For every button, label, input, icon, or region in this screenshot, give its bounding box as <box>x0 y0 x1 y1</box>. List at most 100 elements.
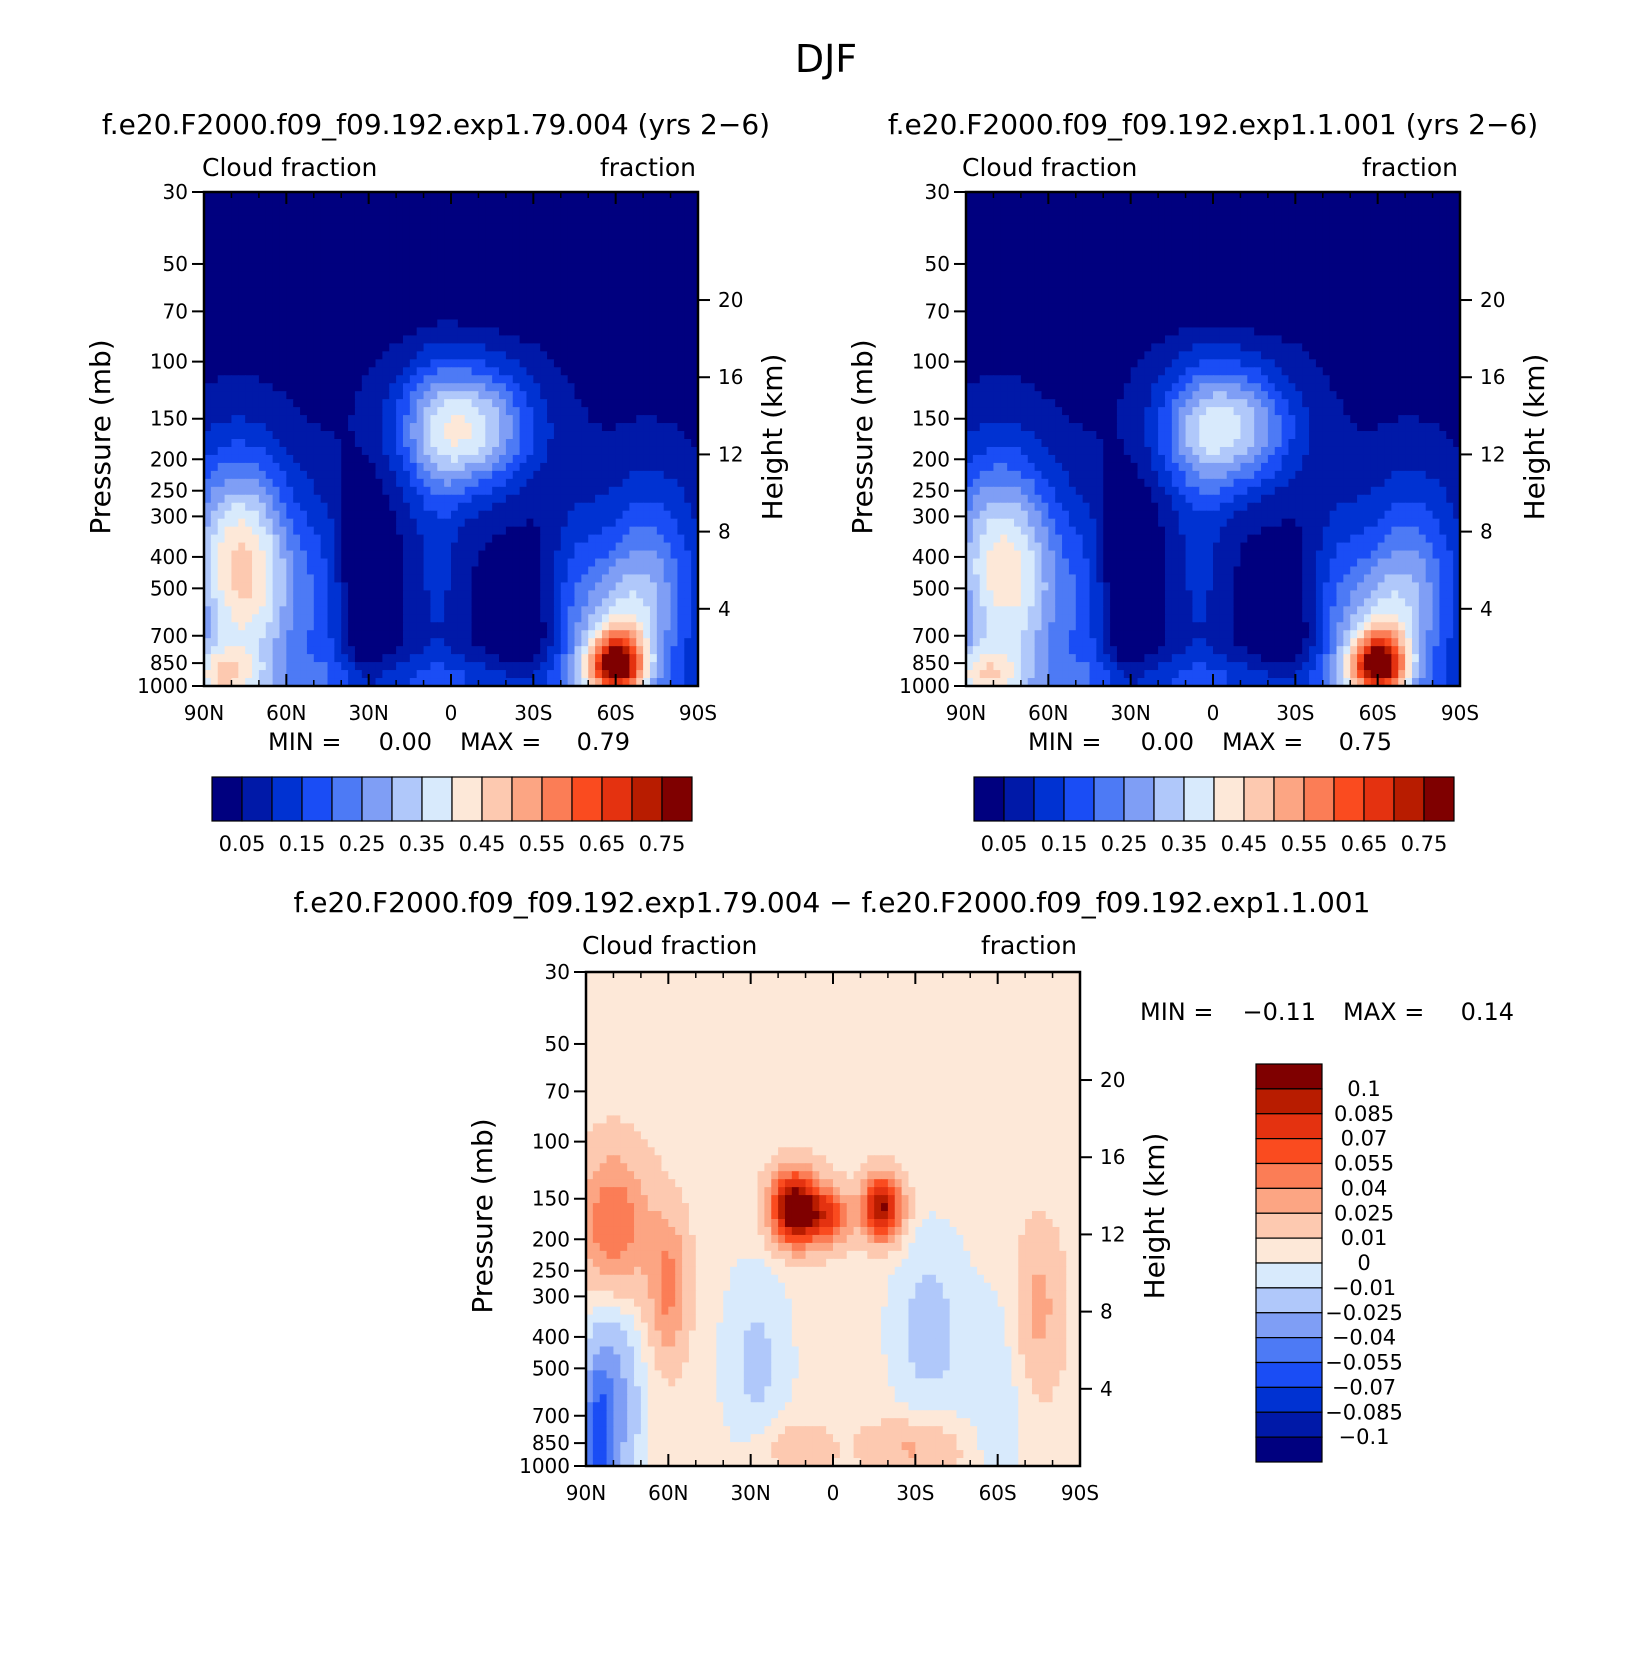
field-cell <box>616 272 623 281</box>
field-cell <box>609 312 616 321</box>
field-cell <box>506 535 513 544</box>
field-cell <box>417 351 424 360</box>
field-cell <box>266 415 273 424</box>
field-cell <box>506 248 513 257</box>
field-cell <box>451 463 458 472</box>
field-cell <box>293 511 300 520</box>
field-cell <box>355 431 362 440</box>
field-cell <box>540 622 547 631</box>
field-cell <box>348 559 355 568</box>
field-cell <box>588 375 595 384</box>
field-cell <box>376 527 383 536</box>
field-cell <box>671 208 678 217</box>
field-cell <box>321 359 328 368</box>
field-cell <box>238 622 245 631</box>
field-cell <box>1323 216 1330 225</box>
field-cell <box>561 646 568 655</box>
field-cell <box>424 535 431 544</box>
field-cell <box>273 654 280 663</box>
field-cell <box>417 367 424 376</box>
field-cell <box>300 455 307 464</box>
field-cell <box>437 343 444 352</box>
field-cell <box>451 543 458 552</box>
field-cell <box>547 551 554 560</box>
field-cell <box>677 367 684 376</box>
field-cell <box>1405 192 1412 201</box>
field-cell <box>561 463 568 472</box>
field-cell <box>506 272 513 281</box>
field-cell <box>616 256 623 265</box>
field-cell <box>307 487 314 496</box>
field-cell <box>472 662 479 671</box>
field-cell <box>616 638 623 647</box>
field-cell <box>526 487 533 496</box>
field-cell <box>451 335 458 344</box>
field-cell <box>664 535 671 544</box>
field-cell <box>636 280 643 289</box>
field-cell <box>595 224 602 233</box>
field-cell <box>389 622 396 631</box>
field-cell <box>430 503 437 512</box>
field-cell <box>650 359 657 368</box>
field-cell <box>451 582 458 591</box>
field-cell <box>602 383 609 392</box>
field-cell <box>588 447 595 456</box>
field-cell <box>424 471 431 480</box>
field-cell <box>568 415 575 424</box>
field-cell <box>417 511 424 520</box>
field-cell <box>1213 232 1220 241</box>
field-cell <box>595 383 602 392</box>
field-cell <box>273 359 280 368</box>
field-cell <box>554 415 561 424</box>
field-cell <box>657 670 664 679</box>
field-cell <box>458 327 465 336</box>
field-cell <box>671 630 678 639</box>
field-cell <box>636 272 643 281</box>
field-cell <box>513 327 520 336</box>
field-cell <box>245 399 252 408</box>
field-cell <box>554 439 561 448</box>
field-cell <box>609 590 616 599</box>
field-cell <box>424 670 431 679</box>
field-cell <box>526 335 533 344</box>
field-cell <box>561 559 568 568</box>
field-cell <box>266 383 273 392</box>
field-cell <box>341 487 348 496</box>
field-cell <box>623 192 630 201</box>
field-cell <box>554 423 561 432</box>
field-cell <box>1275 216 1282 225</box>
field-cell <box>218 216 225 225</box>
field-cell <box>588 654 595 663</box>
field-cell <box>629 327 636 336</box>
field-cell <box>657 351 664 360</box>
field-cell <box>334 574 341 583</box>
field-cell <box>520 415 527 424</box>
field-cell <box>355 296 362 305</box>
field-cell <box>424 264 431 273</box>
field-cell <box>554 256 561 265</box>
field-cell <box>293 399 300 408</box>
field-cell <box>211 343 218 352</box>
field-cell <box>485 535 492 544</box>
field-cell <box>259 598 266 607</box>
y-tick-label: 400 <box>150 545 188 569</box>
field-cell <box>1007 200 1014 209</box>
field-cell <box>321 304 328 313</box>
field-cell <box>478 495 485 504</box>
field-cell <box>355 662 362 671</box>
field-cell <box>355 463 362 472</box>
field-cell <box>472 439 479 448</box>
field-cell <box>1247 224 1254 233</box>
field-cell <box>437 359 444 368</box>
field-cell <box>595 351 602 360</box>
field-cell <box>451 638 458 647</box>
field-cell <box>245 598 252 607</box>
field-cell <box>314 359 321 368</box>
field-cell <box>575 519 582 528</box>
field-cell <box>636 208 643 217</box>
field-cell <box>650 614 657 623</box>
field-cell <box>266 551 273 560</box>
field-cell <box>561 351 568 360</box>
field-cell <box>286 662 293 671</box>
field-cell <box>1240 208 1247 217</box>
